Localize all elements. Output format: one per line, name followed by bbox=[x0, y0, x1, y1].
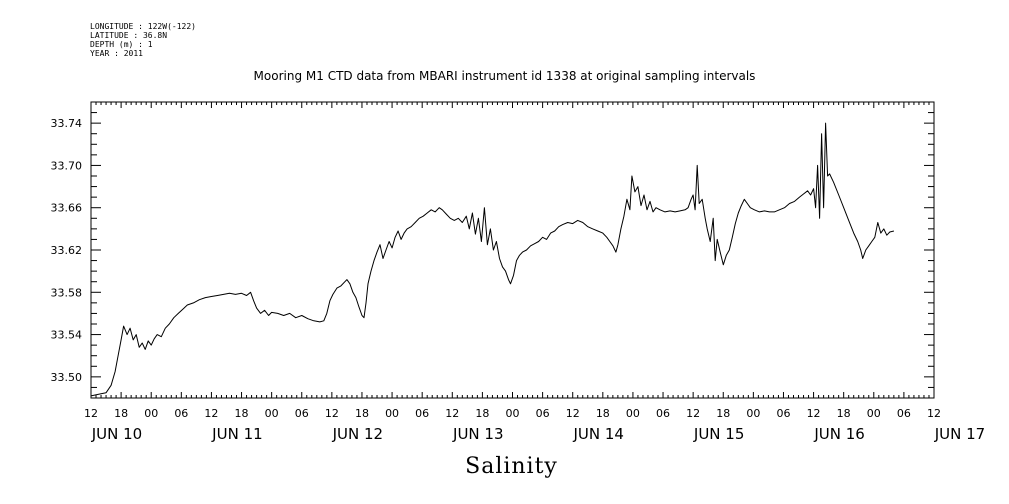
x-day-label: JUN 14 bbox=[572, 425, 623, 443]
x-hour-tick-label: 12 bbox=[566, 407, 580, 420]
x-hour-tick-label: 00 bbox=[265, 407, 279, 420]
x-hour-tick-label: 00 bbox=[626, 407, 640, 420]
x-hour-tick-label: 18 bbox=[114, 407, 128, 420]
longitude-label: LONGITUDE : 122W(-122) bbox=[90, 22, 196, 31]
axis-tick-labels: 12 18 00 06 12 18 00 06 12 18 00 06 12 18 00 06 12 18 00 06… bbox=[51, 117, 986, 443]
x-hour-tick-label: 06 bbox=[415, 407, 429, 420]
x-hour-tick-label: 00 bbox=[506, 407, 520, 420]
depth-label: DEPTH (m) : 1 bbox=[90, 40, 153, 49]
x-hour-tick-label: 18 bbox=[235, 407, 249, 420]
x-hour-tick-label: 12 bbox=[445, 407, 459, 420]
x-hour-tick-label: 18 bbox=[596, 407, 610, 420]
chart-title: Mooring M1 CTD data from MBARI instrumen… bbox=[253, 69, 756, 83]
y-tick-label: 33.74 bbox=[51, 117, 83, 130]
y-tick-label: 33.50 bbox=[51, 371, 83, 384]
x-hour-tick-label: 00 bbox=[144, 407, 158, 420]
x-hour-tick-label: 18 bbox=[716, 407, 730, 420]
y-tick-label: 33.70 bbox=[51, 159, 83, 172]
x-day-label: JUN 12 bbox=[332, 425, 383, 443]
year-label: YEAR : 2011 bbox=[90, 49, 143, 58]
y-tick-label: 33.62 bbox=[51, 244, 83, 257]
x-hour-tick-label: 00 bbox=[385, 407, 399, 420]
x-hour-tick-label: 06 bbox=[536, 407, 550, 420]
x-hour-tick-label: 12 bbox=[807, 407, 821, 420]
x-hour-tick-label: 00 bbox=[746, 407, 760, 420]
x-day-label: JUN 11 bbox=[211, 425, 262, 443]
axis-ticks bbox=[90, 101, 935, 399]
x-day-label: JUN 16 bbox=[813, 425, 864, 443]
x-hour-tick-label: 06 bbox=[174, 407, 188, 420]
x-hour-tick-label: 06 bbox=[897, 407, 911, 420]
x-day-label: JUN 17 bbox=[934, 425, 985, 443]
x-hour-tick-label: 12 bbox=[204, 407, 218, 420]
x-hour-tick-label: 06 bbox=[295, 407, 309, 420]
x-hour-tick-label: 18 bbox=[837, 407, 851, 420]
y-tick-label: 33.66 bbox=[51, 202, 83, 215]
x-hour-tick-label: 18 bbox=[475, 407, 489, 420]
plot-series bbox=[90, 122, 895, 397]
x-axis-label: Salinity bbox=[465, 454, 558, 479]
x-day-label: JUN 15 bbox=[693, 425, 744, 443]
salinity-series-line bbox=[90, 122, 895, 397]
plot-frame bbox=[90, 101, 935, 399]
x-day-label: JUN 13 bbox=[452, 425, 503, 443]
x-hour-tick-label: 12 bbox=[84, 407, 98, 420]
x-hour-tick-label: 12 bbox=[927, 407, 941, 420]
x-hour-tick-label: 06 bbox=[656, 407, 670, 420]
x-hour-tick-label: 06 bbox=[776, 407, 790, 420]
mooring-metadata: LONGITUDE : 122W(-122) LATITUDE : 36.8N … bbox=[90, 22, 196, 58]
y-tick-label: 33.54 bbox=[51, 329, 83, 342]
x-hour-tick-label: 00 bbox=[867, 407, 881, 420]
x-hour-tick-label: 18 bbox=[355, 407, 369, 420]
x-day-label: JUN 10 bbox=[91, 425, 142, 443]
latitude-label: LATITUDE : 36.8N bbox=[90, 31, 168, 40]
x-hour-tick-label: 12 bbox=[686, 407, 700, 420]
x-hour-tick-label: 12 bbox=[325, 407, 339, 420]
y-tick-label: 33.58 bbox=[51, 286, 83, 299]
